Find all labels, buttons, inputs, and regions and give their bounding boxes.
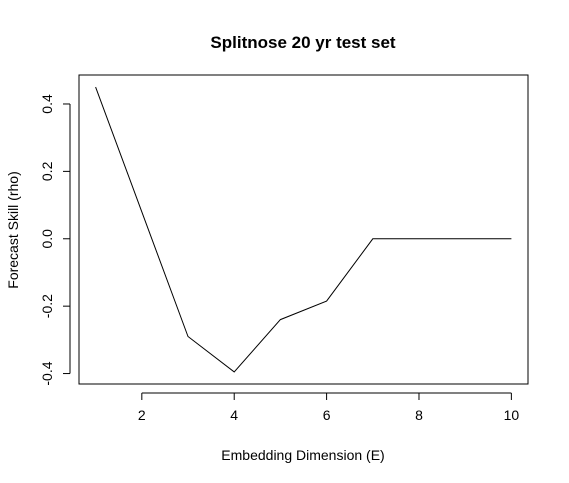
- y-axis: -0.4 -0.2 0.0 0.2 0.4: [39, 94, 71, 386]
- series-line: [95, 86, 512, 373]
- y-tick-label: 0.2: [39, 161, 55, 181]
- x-tick-label: 2: [138, 407, 146, 423]
- y-tick-label: 0.0: [39, 229, 55, 249]
- x-axis: 2 4 6 8 10: [138, 392, 520, 423]
- x-axis-label: Embedding Dimension (E): [221, 447, 384, 463]
- x-tick-label: 10: [504, 407, 520, 423]
- x-tick-label: 4: [230, 407, 238, 423]
- y-axis-label: Forecast Skill (rho): [5, 171, 21, 288]
- x-tick-label: 6: [323, 407, 331, 423]
- y-tick-label: -0.2: [39, 294, 55, 318]
- chart-title: Splitnose 20 yr test set: [210, 33, 396, 52]
- y-tick-label: -0.4: [39, 361, 55, 385]
- y-tick-label: 0.4: [39, 94, 55, 114]
- x-tick-label: 8: [415, 407, 423, 423]
- series-group: [95, 86, 512, 373]
- plot-area-box: [78, 74, 529, 385]
